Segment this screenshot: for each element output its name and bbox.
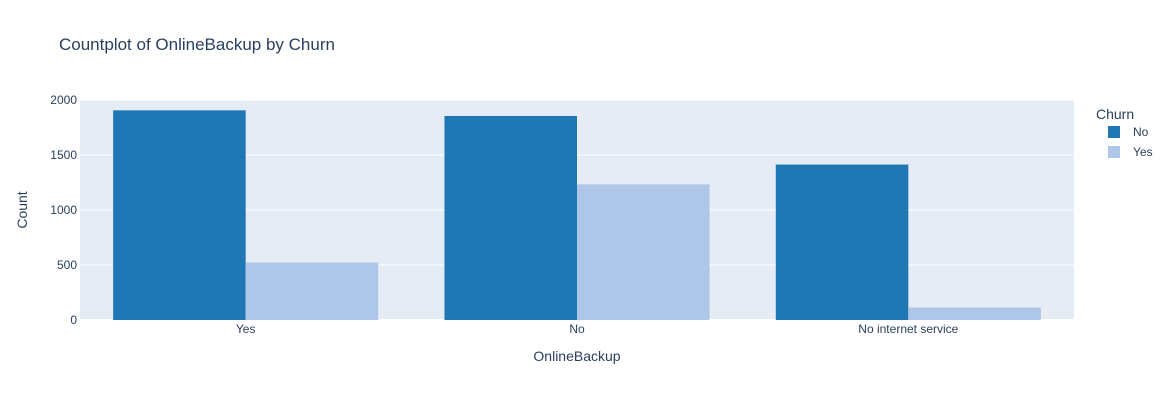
legend-title: Churn [1096,106,1134,122]
bar-no-0 [113,110,246,320]
chart-title: Countplot of OnlineBackup by Churn [59,35,335,54]
x-axis-ticks: Yes No No internet service [236,322,959,336]
y-tick-label: 2000 [50,93,77,107]
bar-no-2 [775,164,909,320]
bar-yes-2 [908,307,1041,320]
y-axis-ticks: 0 500 1000 1500 2000 [50,93,77,327]
legend-item-label[interactable]: No [1133,125,1149,139]
legend-swatch[interactable] [1108,146,1120,158]
bar-no-1 [444,115,577,320]
x-tick-label: No internet service [858,322,958,336]
bar-yes-0 [245,262,379,320]
y-axis-label: Count [14,191,30,228]
legend-item-label[interactable]: Yes [1133,145,1153,159]
bar-yes-1 [577,184,710,320]
x-tick-label: No [569,322,585,336]
legend-swatch[interactable] [1108,126,1120,138]
y-tick-label: 0 [70,313,77,327]
y-tick-label: 500 [57,258,77,272]
x-tick-label: Yes [236,322,256,336]
bars [113,110,1041,320]
x-axis-label: OnlineBackup [533,348,620,364]
y-tick-label: 1000 [50,203,77,217]
legend: Churn No Yes [1096,106,1153,159]
y-tick-label: 1500 [50,148,77,162]
